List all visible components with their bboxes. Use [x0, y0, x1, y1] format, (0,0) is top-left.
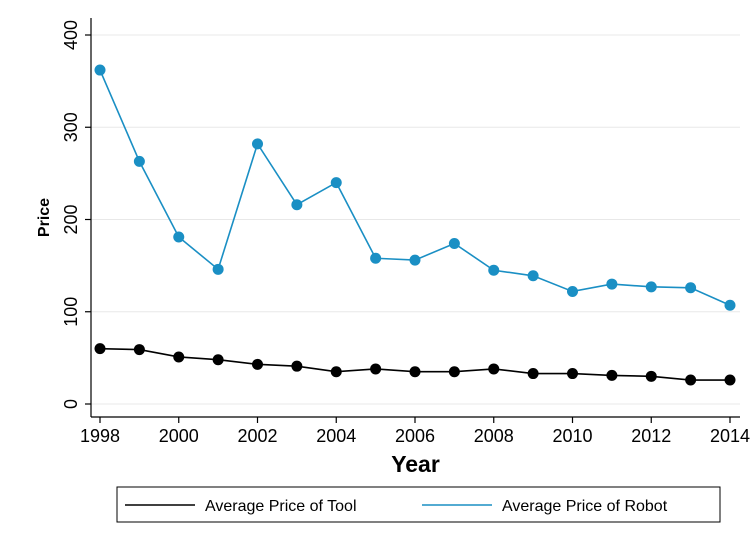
series-1-point-2010	[567, 285, 578, 297]
x-tick-label-8: 2014	[710, 426, 750, 446]
series-0-point-2002	[252, 358, 263, 370]
series-1-point-2004	[330, 177, 342, 189]
series-0-point-2007	[448, 366, 460, 378]
series-0-point-2004	[330, 366, 342, 378]
x-tick-label-4: 2006	[395, 426, 435, 446]
series-1-point-2008	[488, 264, 500, 276]
gridlines	[91, 34, 740, 405]
series-0-point-2011	[606, 369, 618, 381]
series-0-point-2000	[173, 351, 185, 363]
legend-label-0: Average Price of Tool	[205, 498, 357, 515]
series-1-point-2009	[527, 270, 539, 282]
series-1-point-2003	[291, 199, 303, 211]
series-0-point-2008	[488, 363, 500, 375]
series-1-point-2000	[173, 231, 185, 243]
series-group	[94, 64, 736, 386]
y-tick-label-1: 100	[61, 297, 81, 327]
series-1-point-1998	[94, 64, 106, 76]
x-tick-label-2: 2002	[237, 426, 277, 446]
series-0-point-2012	[645, 370, 657, 382]
y-tick-label-0: 0	[61, 399, 81, 409]
series-0-point-2014	[724, 374, 736, 386]
x-axis-title: Year	[391, 451, 440, 477]
legend-box	[116, 486, 721, 523]
series-0-point-1999	[133, 344, 145, 356]
x-tick-label-0: 1998	[80, 426, 120, 446]
y-tick-label-3: 300	[61, 112, 81, 142]
series-1-point-2001	[212, 263, 224, 275]
series-1-point-2012	[645, 281, 657, 293]
series-0-point-2010	[567, 368, 578, 380]
series-0-point-2009	[527, 368, 539, 380]
x-tick-label-7: 2012	[631, 426, 671, 446]
series-1-point-2002	[252, 138, 263, 150]
legend-label-1: Average Price of Robot	[502, 498, 668, 515]
x-tick-label-1: 2000	[159, 426, 199, 446]
series-0-point-2001	[212, 354, 224, 366]
y-tick-label-2: 200	[61, 204, 81, 234]
series-0-point-2005	[370, 363, 382, 375]
y-axis-title: Price	[36, 198, 53, 237]
x-tick-label-5: 2008	[474, 426, 514, 446]
series-1-point-2006	[409, 254, 421, 266]
x-tick-label-3: 2004	[316, 426, 356, 446]
series-0-point-2006	[409, 366, 421, 378]
series-0-point-2003	[291, 360, 303, 372]
series-0-point-2013	[685, 374, 697, 386]
series-1-point-2011	[606, 278, 618, 290]
series-1-point-2013	[685, 282, 697, 294]
x-tick-label-6: 2010	[552, 426, 592, 446]
y-tick-label-4: 400	[61, 20, 81, 50]
series-1-point-2014	[724, 299, 736, 311]
x-axis-ticks: 1998 2000 2002 2004 2006 2008 2010 2012 2014	[80, 417, 750, 446]
series-1-point-2007	[448, 237, 460, 249]
series-1-point-2005	[370, 252, 382, 264]
y-axis-ticks: 0 100 200 300 400	[61, 20, 91, 409]
legend: Average Price of Tool Average Price of Ro…	[116, 486, 721, 523]
series-0-point-1998	[94, 343, 106, 355]
series-1-point-1999	[133, 155, 145, 167]
